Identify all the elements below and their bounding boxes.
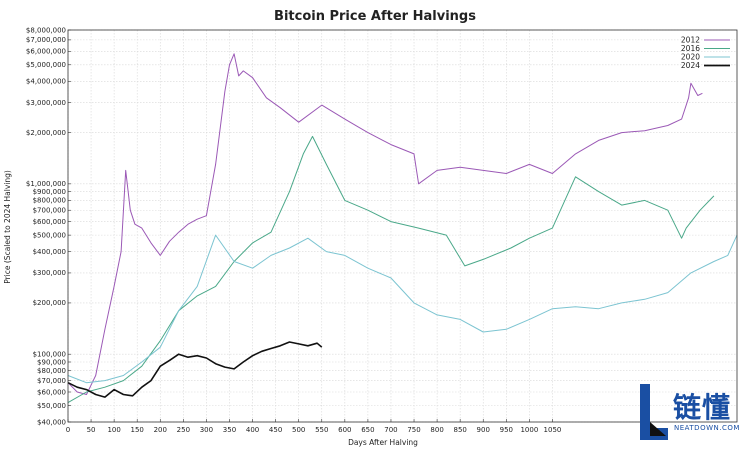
y-tick-label: $90,000: [37, 358, 66, 366]
y-tick-label: $600,000: [33, 218, 66, 226]
watermark-logo: 链懂 NEATDOWN.COM: [628, 380, 750, 450]
x-tick-label: 1050: [544, 426, 562, 434]
y-tick-label: $800,000: [33, 197, 66, 205]
y-tick-label: $80,000: [37, 367, 66, 375]
x-tick-label: 750: [407, 426, 420, 434]
watermark-text: 链懂: [673, 391, 732, 424]
x-tick-label: 0: [66, 426, 70, 434]
x-tick-label: 100: [107, 426, 120, 434]
y-tick-label: $5,000,000: [26, 61, 66, 69]
x-tick-label: 950: [500, 426, 513, 434]
plot-series: [67, 53, 738, 404]
x-tick-label: 150: [131, 426, 144, 434]
x-tick-label: 350: [223, 426, 236, 434]
legend-label-2012: 2012: [681, 36, 700, 45]
plot-frame: [67, 29, 738, 423]
x-tick-label: 500: [292, 426, 305, 434]
x-tick-label: 800: [430, 426, 443, 434]
x-tick-label: 700: [384, 426, 397, 434]
x-tick-label: 50: [87, 426, 96, 434]
gridlines: [67, 29, 737, 423]
x-axis-label: Days After Halving: [348, 438, 418, 447]
y-tick-label: $2,000,000: [26, 129, 66, 137]
x-tick-label: 850: [453, 426, 466, 434]
y-tick-label: $40,000: [37, 418, 66, 426]
chart-title: Bitcoin Price After Halvings: [274, 9, 476, 24]
y-tick-label: $100,000: [33, 351, 66, 359]
y-tick-label: $200,000: [33, 299, 66, 307]
y-tick-label: $50,000: [37, 402, 66, 410]
watermark-l-icon: [640, 384, 668, 440]
series-line-2012: [67, 53, 703, 395]
y-tick-label: $900,000: [33, 188, 66, 196]
legend-label-2020: 2020: [681, 53, 700, 62]
x-axis-ticks: 0 50 100 150 200 250 300 350 400 450 500 550 600 650 7…: [66, 419, 562, 434]
legend-label-2024: 2024: [681, 61, 700, 70]
watermark-subtext: NEATDOWN.COM: [674, 424, 740, 432]
series-line-2020: [67, 234, 738, 384]
y-tick-label: $70,000: [37, 377, 66, 385]
y-tick-label: $4,000,000: [26, 78, 66, 86]
y-tick-label: $3,000,000: [26, 99, 66, 107]
y-tick-label: $500,000: [33, 231, 66, 239]
y-tick-label: $700,000: [33, 207, 66, 215]
legend-label-2016: 2016: [681, 44, 700, 53]
x-tick-label: 400: [246, 426, 259, 434]
x-tick-label: 550: [315, 426, 328, 434]
x-tick-label: 450: [269, 426, 282, 434]
y-tick-label: $1,000,000: [26, 180, 66, 188]
x-tick-label: 300: [200, 426, 213, 434]
series-line-2016: [67, 135, 715, 404]
y-tick-label: $7,000,000: [26, 36, 66, 44]
y-tick-label: $60,000: [37, 388, 66, 396]
y-tick-label: $8,000,000: [26, 26, 66, 34]
x-tick-label: 250: [177, 426, 190, 434]
x-tick-label: 600: [338, 426, 351, 434]
y-tick-label: $300,000: [33, 269, 66, 277]
series-line-2024: [67, 341, 323, 398]
x-tick-label: 200: [154, 426, 167, 434]
y-tick-label: $400,000: [33, 248, 66, 256]
x-tick-label: 650: [361, 426, 374, 434]
x-tick-label: 900: [477, 426, 490, 434]
y-axis-label: Price (Scaled to 2024 Halving): [3, 170, 12, 284]
x-tick-label: 1000: [520, 426, 538, 434]
y-axis-ticks: $8,000,000 $7,000,000 $6,000,000 $5,000,000…: [26, 26, 71, 426]
y-tick-label: $6,000,000: [26, 48, 66, 56]
